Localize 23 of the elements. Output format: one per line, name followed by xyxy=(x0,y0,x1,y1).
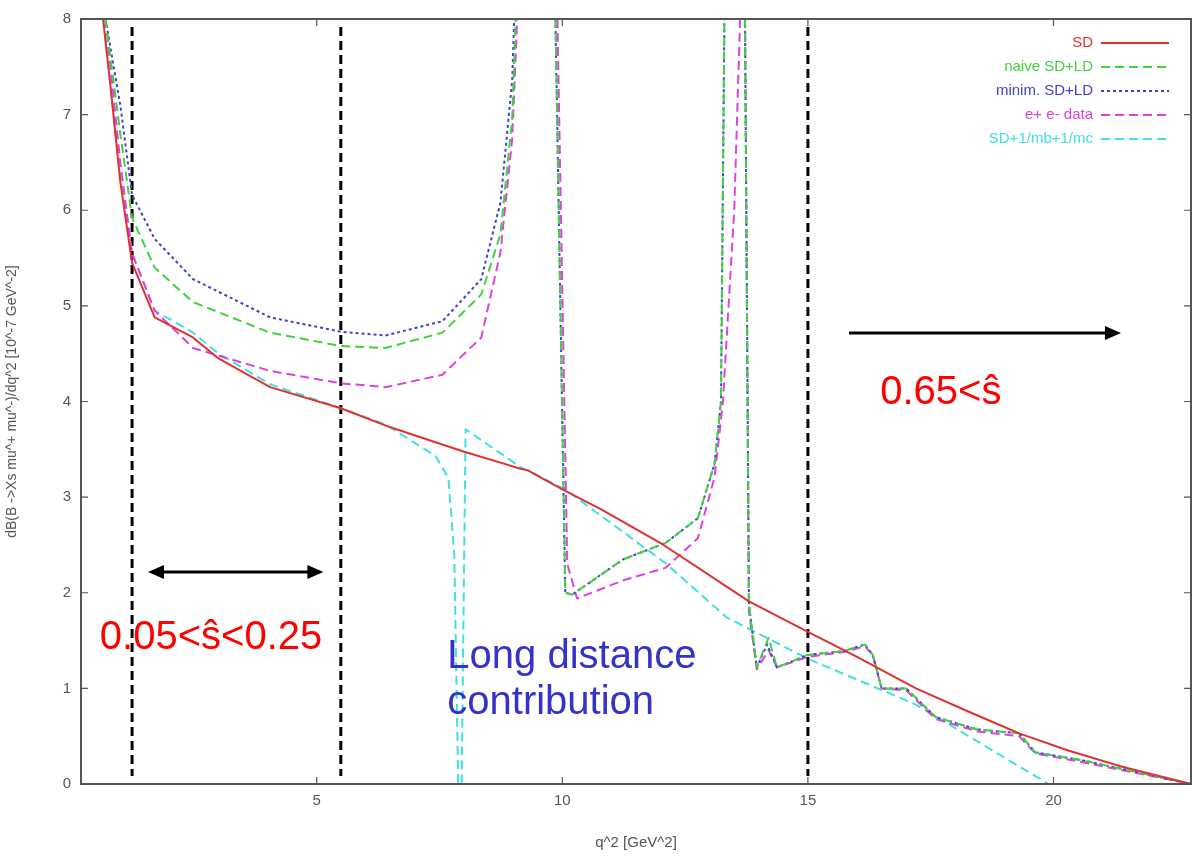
y-tick-label: 7 xyxy=(62,104,71,122)
y-tick-label: 8 xyxy=(62,9,71,27)
y-tick-label: 2 xyxy=(62,582,71,600)
annotation: Long distance contribution xyxy=(447,631,698,723)
y-tick-label: 4 xyxy=(62,391,71,409)
legend-label: minim. SD+LD xyxy=(995,81,1094,99)
legend-label: SD xyxy=(1072,33,1094,51)
x-tick-label: 10 xyxy=(553,791,571,809)
x-axis-title: q^2 [GeV^2] xyxy=(595,833,677,851)
x-tick-label: 15 xyxy=(799,791,817,809)
legend-label: naive SD+LD xyxy=(1004,57,1094,75)
y-tick-label: 1 xyxy=(62,678,71,696)
y-tick-label: 6 xyxy=(62,200,71,218)
annotation: 0.65<ŝ xyxy=(880,367,1002,414)
y-axis-title: dB(B ->Xs mu^+ mu^-)/dq^2 [10^-7 GeV^-2] xyxy=(3,265,20,538)
y-tick-label: 3 xyxy=(62,487,71,505)
x-tick-label: 5 xyxy=(312,791,321,809)
x-tick-label: 20 xyxy=(1045,791,1062,809)
annotation: 0.05<ŝ<0.25 xyxy=(99,611,323,658)
y-tick-label: 5 xyxy=(62,296,71,314)
legend-label: SD+1/mb+1/mc xyxy=(988,129,1094,147)
legend-label: e+ e- data xyxy=(1025,105,1094,123)
y-tick-label: 0 xyxy=(62,774,71,792)
